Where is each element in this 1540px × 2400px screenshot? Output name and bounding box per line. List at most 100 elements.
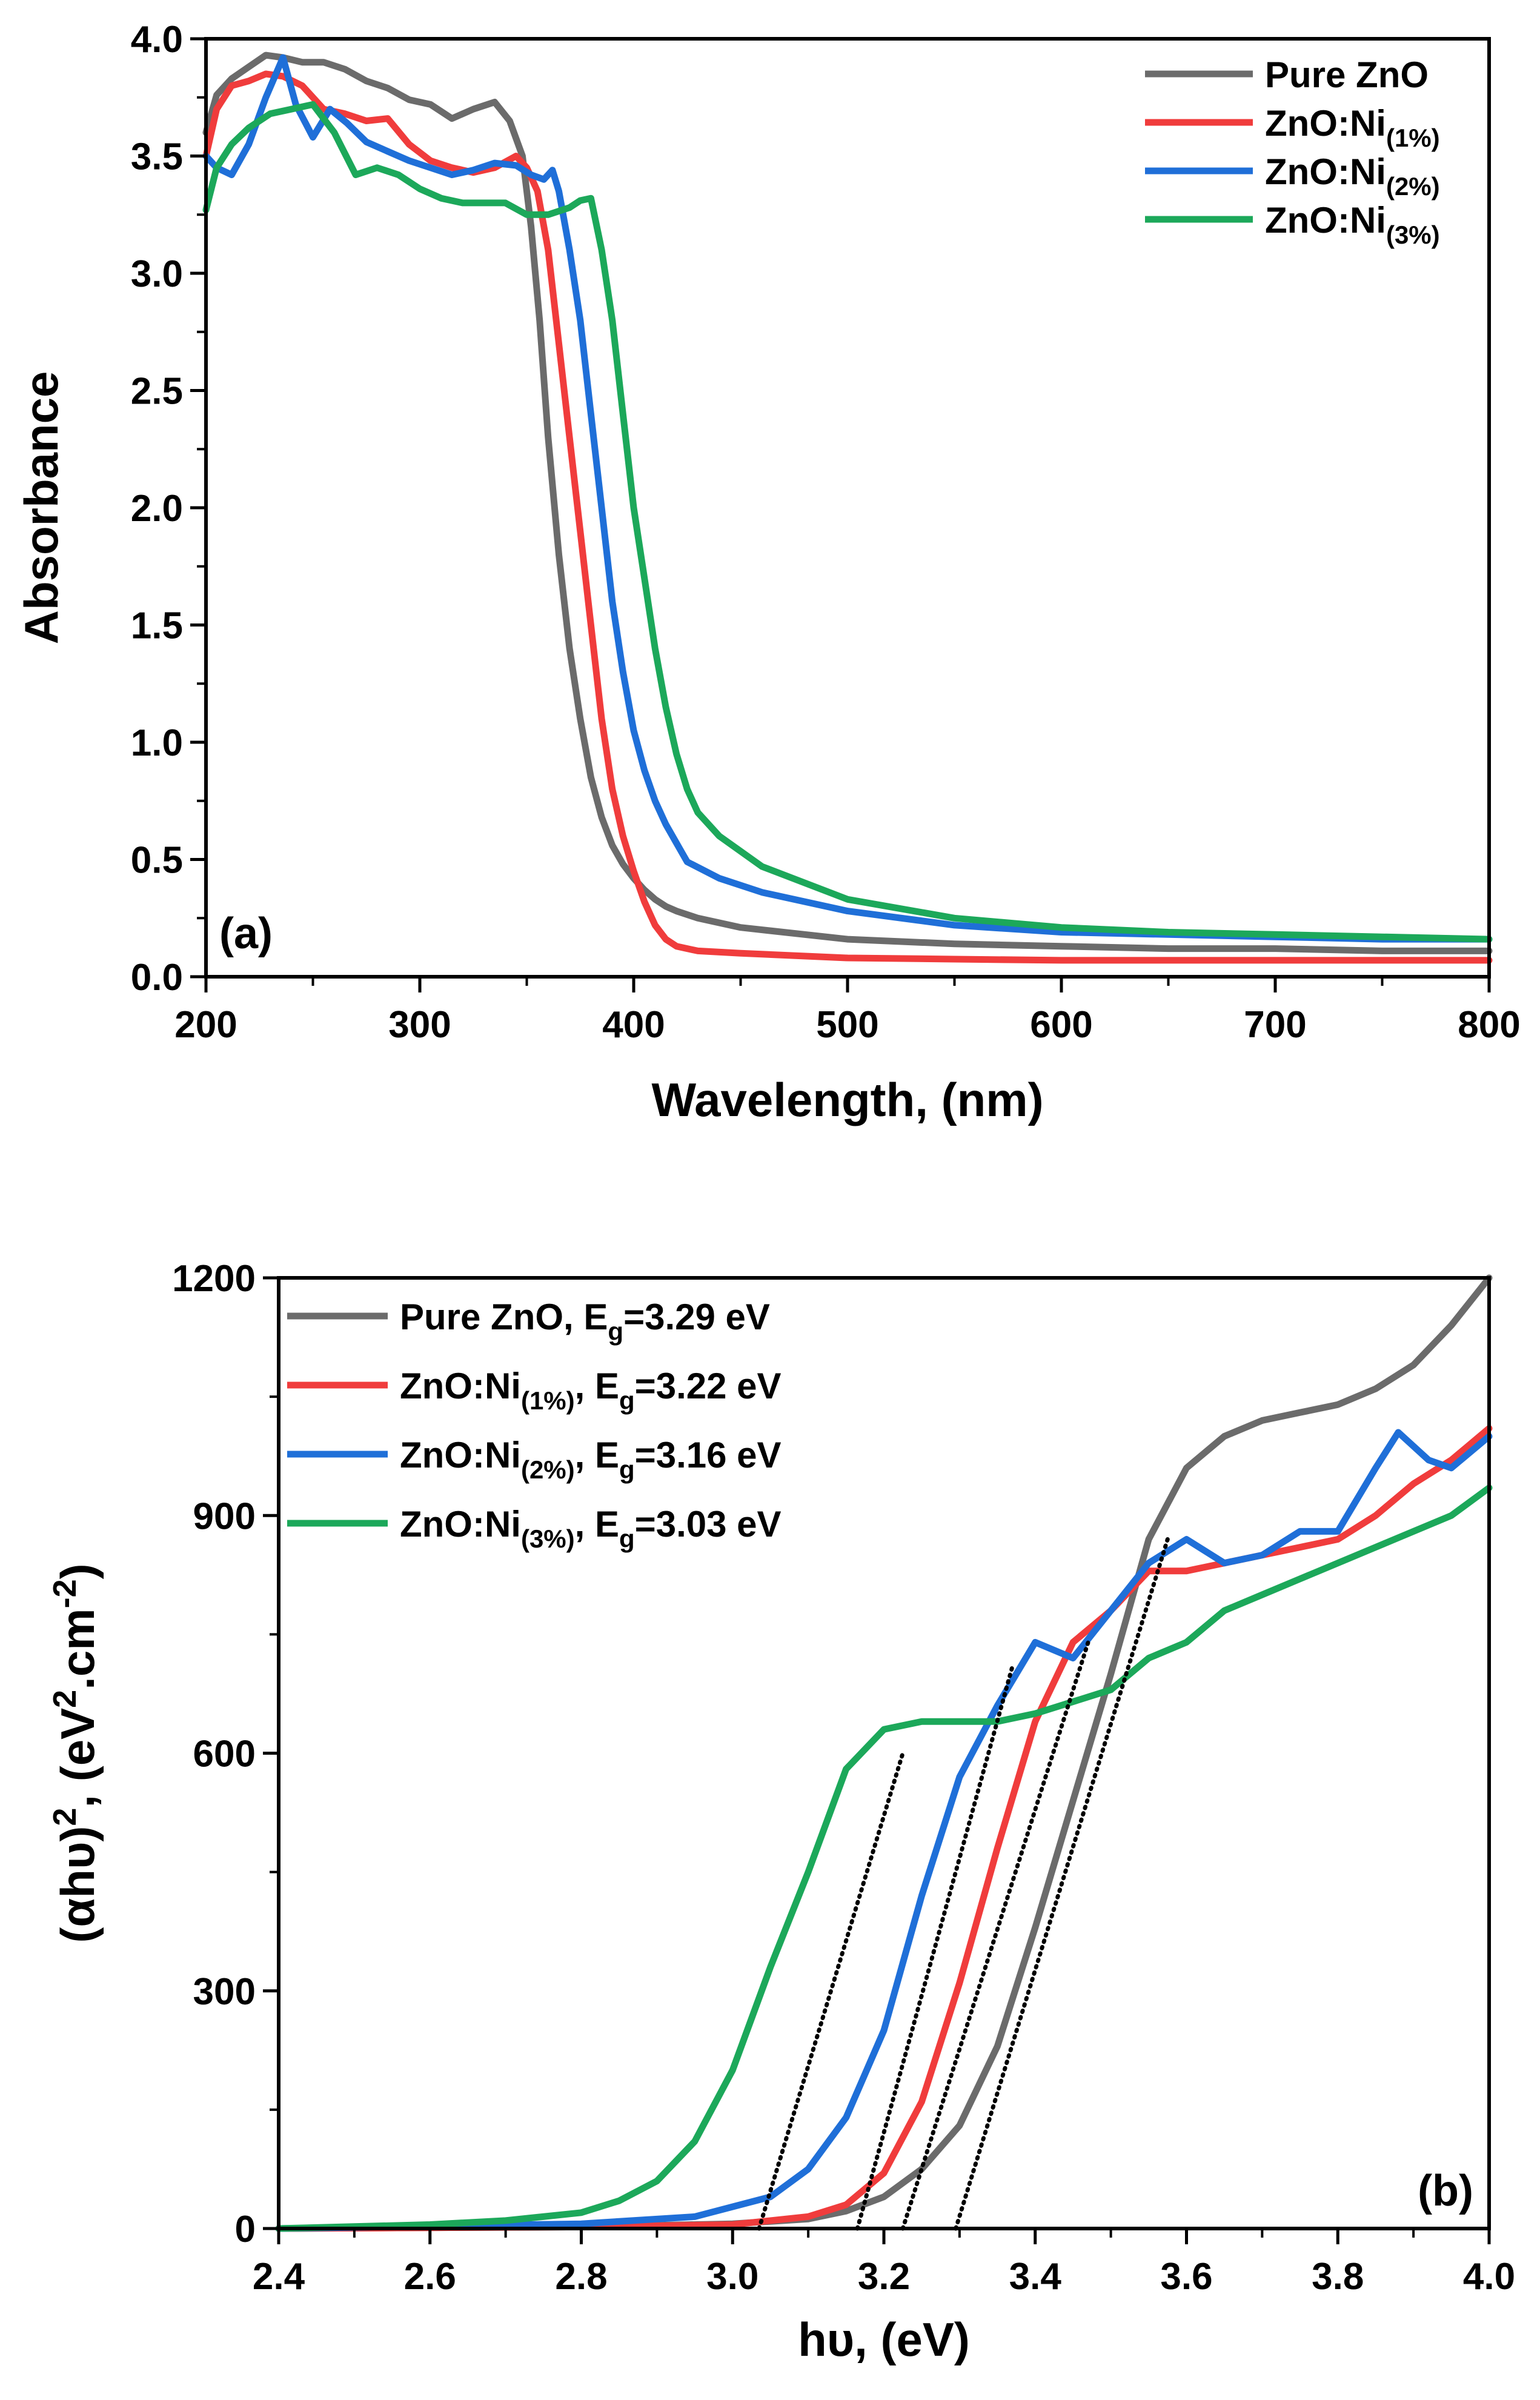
a-legend-label-sub: (1%) — [1386, 124, 1440, 152]
b-legend-label-1: Pure ZnO, Eg=3.29 eV — [400, 1297, 770, 1346]
tangent-ni2 — [855, 1664, 1015, 2231]
panel-b-x-ticks: 2.4 2.6 2.8 3.0 3.2 3.4 3.6 3.8 4.0 — [253, 2229, 1515, 2298]
b-legend-label-main: ZnO:Ni — [400, 1504, 521, 1544]
b-ytick-label: 600 — [193, 1734, 256, 1775]
b-legend-label-sub: (1%) — [521, 1386, 575, 1415]
a-legend-label-main: ZnO:Ni — [1265, 200, 1386, 241]
a-ytick-label: 2.0 — [131, 488, 183, 530]
a-legend-label-main: ZnO:Ni — [1265, 151, 1386, 192]
a-ytick-label: 2.5 — [131, 371, 183, 413]
a-ytick-label: 0.5 — [131, 840, 183, 882]
b-series-line-3 — [275, 1429, 1493, 2232]
b-legend-label-comma: , — [575, 1504, 595, 1544]
b-legend-label-main: Pure ZnO, — [400, 1297, 574, 1337]
panel-b-ylabel-sup2: 2 — [47, 1690, 83, 1708]
a-legend-label-sub: (2%) — [1386, 172, 1440, 201]
panel-b-ylabel-main: (αhυ) — [51, 1826, 104, 1943]
a-ytick-label: 3.5 — [131, 136, 183, 178]
a-ytick-label: 1.5 — [131, 605, 183, 647]
a-legend-label-1: Pure ZnO — [1265, 55, 1429, 95]
b-legend-eg-value: =3.16 eV — [635, 1435, 782, 1475]
panel-a-label: (a) — [219, 909, 273, 958]
b-legend-label-space — [574, 1297, 584, 1337]
panel-b-series-group — [275, 1274, 1493, 2232]
panel-b-ylabel-sup3: -2 — [47, 1579, 83, 1608]
a-ytick-label: 3.0 — [131, 253, 183, 295]
panel-a-x-ticks: 200 300 400 500 600 700 800 — [174, 977, 1521, 1046]
a-legend-label-sub: (3%) — [1386, 221, 1440, 249]
tangent-pure — [954, 1537, 1170, 2231]
b-legend-label-3: ZnO:Ni(2%), Eg=3.16 eV — [400, 1435, 782, 1484]
b-legend-label-main: ZnO:Ni — [400, 1366, 521, 1406]
b-legend-eg: E — [595, 1504, 619, 1544]
panel-b-chart: 2.4 2.6 2.8 3.0 3.2 3.4 3.6 3.8 4.0 0 300 600 900 12… — [47, 1258, 1515, 2366]
b-legend-label-4: ZnO:Ni(3%), Eg=3.03 eV — [400, 1504, 782, 1553]
panel-b-ylabel-unit: .cm — [51, 1608, 104, 1689]
b-xtick-label: 3.6 — [1160, 2256, 1212, 2298]
a-ytick-label: 0.0 — [131, 957, 183, 999]
a-xtick-label: 600 — [1030, 1004, 1092, 1046]
b-xtick-label: 3.4 — [1009, 2256, 1062, 2298]
b-legend-label-sub: (3%) — [521, 1524, 575, 1553]
a-legend-label-2: ZnO:Ni(1%) — [1265, 103, 1440, 152]
b-legend-label-2: ZnO:Ni(1%), Eg=3.22 eV — [400, 1366, 782, 1415]
panel-a-series-group — [202, 52, 1493, 964]
panel-b-tangent-lines — [757, 1537, 1170, 2231]
b-xtick-label: 2.6 — [404, 2256, 456, 2298]
b-legend-eg-value: =3.22 eV — [635, 1366, 782, 1406]
a-xtick-label: 500 — [816, 1004, 878, 1046]
b-legend-eg-value: =3.29 eV — [623, 1297, 770, 1337]
a-legend-label-main: ZnO:Ni — [1265, 103, 1386, 144]
b-legend-label-sub: (2%) — [521, 1455, 575, 1484]
b-ytick-label: 0 — [235, 2209, 256, 2250]
a-xtick-label: 700 — [1244, 1004, 1306, 1046]
b-legend-eg-sub: g — [619, 1386, 635, 1415]
tangent-ni3 — [757, 1751, 905, 2231]
a-series-line-3 — [202, 54, 1493, 943]
panel-b-ylabel-sup: 2 — [47, 1808, 83, 1826]
a-xtick-label: 400 — [602, 1004, 665, 1046]
b-xtick-label: 2.4 — [253, 2256, 305, 2298]
a-xtick-label: 200 — [174, 1004, 237, 1046]
b-series-line-1 — [275, 1274, 1493, 2232]
b-legend-eg-sub: g — [608, 1317, 623, 1346]
panel-b-y-ticks: 0 300 600 900 1200 — [172, 1258, 279, 2250]
a-ytick-label: 1.0 — [131, 722, 183, 764]
a-xtick-label: 800 — [1458, 1004, 1520, 1046]
tangent-ni1 — [900, 1640, 1090, 2231]
b-ytick-label: 300 — [193, 1971, 256, 2013]
panel-a-chart: 200 300 400 500 600 700 800 0.0 0.5 1.0 1.5 2.0 2.5… — [15, 19, 1521, 1126]
b-legend-eg: E — [583, 1297, 608, 1337]
panel-a-x-axis-label: Wavelength, (nm) — [651, 1073, 1043, 1126]
b-legend-eg-sub: g — [619, 1524, 635, 1553]
b-legend-eg: E — [595, 1366, 619, 1406]
b-xtick-label: 3.0 — [706, 2256, 758, 2298]
b-xtick-label: 4.0 — [1463, 2256, 1515, 2298]
b-ytick-label: 900 — [193, 1495, 256, 1537]
a-series-line-2 — [202, 70, 1493, 964]
b-xtick-label: 3.2 — [858, 2256, 910, 2298]
panel-b-y-axis-label: (αhυ)2, (eV2.cm-2) — [47, 1563, 104, 1943]
a-ytick-label: 4.0 — [131, 19, 183, 61]
b-legend-label-main: ZnO:Ni — [400, 1435, 521, 1475]
b-legend-label-comma: , — [575, 1435, 595, 1475]
panel-b-x-axis-label: hυ, (eV) — [798, 2313, 970, 2366]
panel-a-y-ticks: 0.0 0.5 1.0 1.5 2.0 2.5 3.0 3.5 4.0 — [131, 19, 206, 999]
panel-b-plot-frame — [277, 1276, 1491, 2230]
panel-b-label: (b) — [1418, 2167, 1473, 2215]
b-xtick-label: 2.8 — [555, 2256, 607, 2298]
panel-b-ylabel-end: ) — [51, 1563, 104, 1579]
b-series-line-4 — [275, 1484, 1493, 2232]
b-legend-eg: E — [595, 1435, 619, 1475]
b-legend-eg-sub: g — [619, 1455, 635, 1484]
a-xtick-label: 300 — [388, 1004, 451, 1046]
b-series-line-2 — [275, 1424, 1493, 2232]
b-legend-eg-value: =3.03 eV — [635, 1504, 782, 1544]
panel-b-ylabel-mid: , (eV — [51, 1708, 104, 1808]
b-ytick-label: 1200 — [172, 1258, 256, 1300]
panel-a-y-axis-label: Absorbance — [15, 371, 68, 645]
a-legend-label-3: ZnO:Ni(2%) — [1265, 151, 1440, 201]
